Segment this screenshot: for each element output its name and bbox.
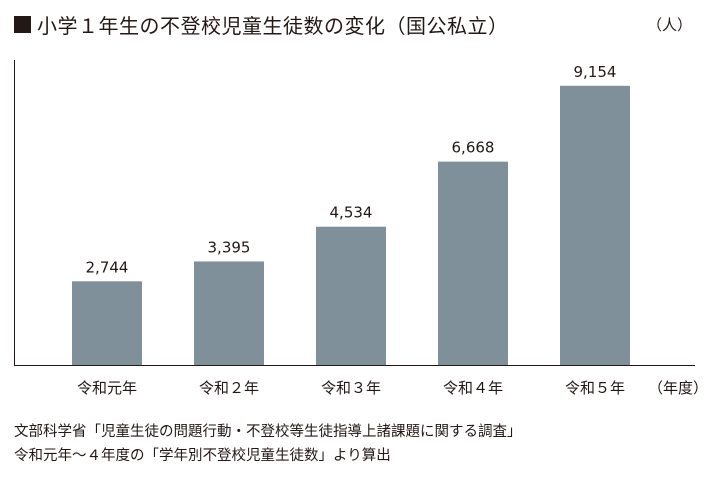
category-label-2: 令和２年 — [199, 379, 259, 397]
category-label-5: 令和５年 — [565, 379, 625, 397]
bar-4 — [438, 161, 508, 365]
bar-2 — [194, 261, 264, 365]
bars-group — [72, 85, 630, 365]
value-label-4: 6,668 — [452, 139, 495, 157]
y-unit-label: （人） — [646, 16, 692, 34]
category-label-3: 令和３年 — [321, 379, 381, 397]
bar-1 — [72, 281, 142, 365]
value-label-5: 9,154 — [574, 63, 617, 81]
title-square-icon — [14, 15, 31, 33]
source-line-2: 令和元年～４年度の「学年別不登校児童生徒数」より算出 — [14, 448, 391, 464]
source-note: 文部科学省「児童生徒の問題行動・不登校等生徒指導上諸課題に関する調査」 令和元年… — [14, 420, 522, 468]
chart-title-text: 小学１年生の不登校児童生徒数の変化（国公私立） — [37, 13, 509, 38]
category-label-1: 令和元年 — [77, 379, 137, 397]
x-unit-label: （年度） — [648, 379, 708, 397]
value-label-2: 3,395 — [208, 238, 251, 256]
chart-title: 小学１年生の不登校児童生徒数の変化（国公私立） — [14, 10, 509, 38]
value-labels-group: 2,744 3,395 4,534 6,668 9,154 — [86, 63, 617, 277]
value-label-3: 4,534 — [330, 204, 373, 222]
bar-5 — [560, 85, 630, 365]
bar-3 — [316, 226, 386, 365]
category-label-4: 令和４年 — [443, 379, 503, 397]
category-labels-group: 令和元年 令和２年 令和３年 令和４年 令和５年 — [77, 379, 625, 397]
value-label-1: 2,744 — [86, 258, 129, 276]
source-line-1: 文部科学省「児童生徒の問題行動・不登校等生徒指導上諸課題に関する調査」 — [14, 424, 522, 440]
